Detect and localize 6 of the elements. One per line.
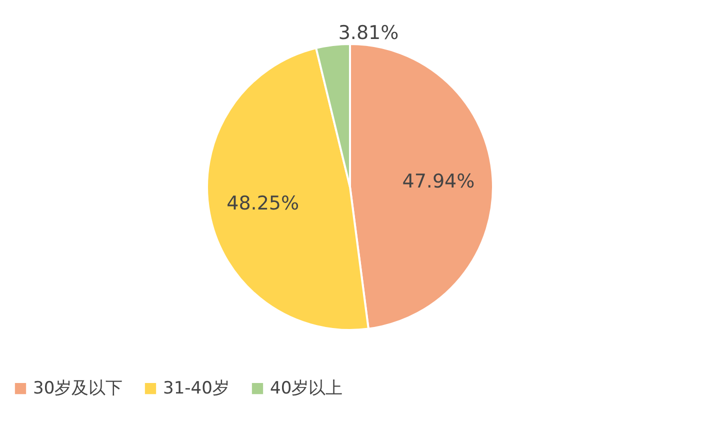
data-label: 47.94% — [402, 170, 475, 192]
legend-label: 30岁及以下 — [33, 378, 123, 399]
legend-label: 31-40岁 — [163, 378, 230, 399]
data-label: 3.81% — [338, 22, 399, 44]
data-label: 48.25% — [226, 192, 300, 214]
legend-label: 40岁以上 — [270, 378, 343, 399]
